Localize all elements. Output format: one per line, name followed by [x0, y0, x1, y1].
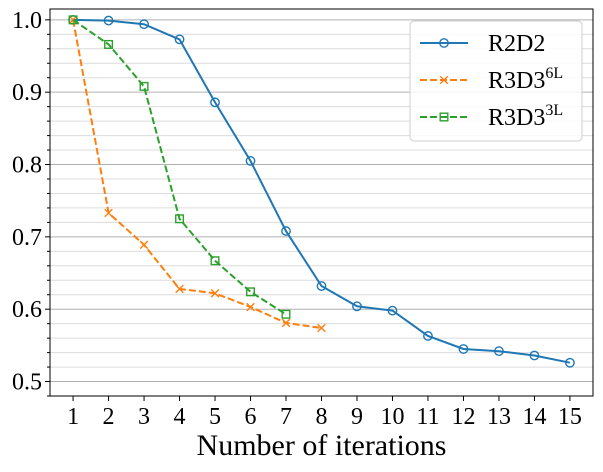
x-tick-label: 13 [487, 404, 511, 430]
y-tick-label: 0.7 [12, 225, 42, 251]
y-tick-label: 0.6 [12, 297, 42, 323]
x-tick-label: 15 [558, 404, 582, 430]
x-tick-label: 6 [245, 404, 257, 430]
data-point [210, 97, 220, 108]
legend-label: R3D36L [488, 65, 563, 94]
data-point [174, 34, 185, 45]
data-point [281, 309, 291, 319]
data-point [175, 214, 185, 224]
data-point [281, 226, 291, 236]
series-line [73, 18, 571, 364]
x-tick-label: 2 [103, 404, 115, 430]
legend-box [409, 20, 583, 142]
data-point [529, 350, 540, 361]
x-tick-label: 5 [209, 404, 221, 430]
data-point [439, 112, 449, 122]
data-point [316, 281, 327, 291]
data-point [387, 305, 398, 316]
data-point [565, 357, 575, 368]
legend-label: R2D2 [488, 31, 545, 57]
data-point [68, 15, 78, 25]
y-tick-label: 0.9 [12, 80, 42, 106]
x-tick-label: 1 [67, 404, 79, 430]
data-point [458, 344, 469, 354]
x-tick-label: 12 [451, 404, 475, 430]
x-axis-label: Number of iterations [197, 429, 447, 462]
legend-label: R3D33L [488, 102, 563, 131]
y-tick-label: 0.5 [12, 370, 42, 396]
data-point [494, 346, 504, 357]
series-group [68, 14, 575, 368]
data-point [423, 331, 433, 341]
x-tick-label: 7 [280, 404, 292, 430]
data-point [139, 240, 149, 250]
x-tick-label: 8 [316, 404, 328, 430]
x-tick-label: 10 [380, 404, 404, 430]
data-point [439, 75, 449, 85]
x-tick-label: 14 [522, 404, 546, 430]
data-point [246, 287, 256, 297]
data-point [210, 256, 220, 266]
x-tick-label: 11 [416, 404, 439, 430]
series-r3d3-3l [68, 15, 291, 319]
data-point [175, 284, 184, 294]
data-point [210, 288, 220, 298]
data-point [281, 318, 291, 328]
axis-ticks: 0.50.60.70.80.91.01 2 3 4 5 6 7 8 9 10 11 12 13 14 15 [12, 8, 582, 430]
data-point [246, 302, 255, 312]
x-tick-label: 3 [138, 404, 150, 430]
data-point [352, 301, 362, 312]
y-tick-label: 1.0 [12, 8, 42, 34]
grid [50, 19, 593, 397]
data-point [104, 39, 114, 49]
data-point [104, 208, 113, 218]
x-tick-label: 4 [174, 404, 186, 430]
y-tick-label: 0.8 [12, 153, 42, 179]
data-point [139, 81, 149, 91]
data-point [245, 156, 256, 166]
x-tick-label: 9 [351, 404, 363, 430]
series-line [72, 19, 322, 329]
data-point [439, 38, 449, 48]
series-line [72, 19, 287, 316]
data-point [317, 323, 326, 333]
data-point [139, 19, 149, 30]
data-point [103, 15, 114, 26]
legend: R2D2 R3D36L R3D33L [409, 20, 583, 142]
